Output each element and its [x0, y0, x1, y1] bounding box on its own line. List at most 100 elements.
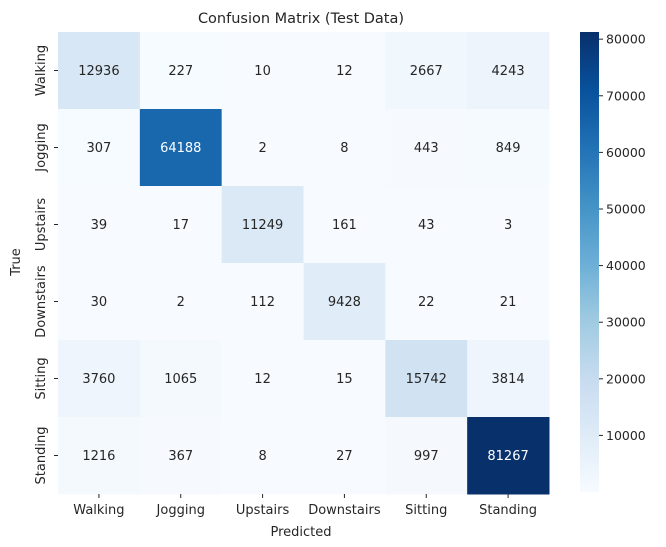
x-tick-label: Upstairs	[236, 503, 290, 518]
heatmap-cell	[58, 109, 141, 187]
cell-value-label: 227	[168, 64, 193, 79]
heatmap-cell	[58, 340, 141, 418]
cell-value-label: 15	[336, 372, 353, 387]
cell-value-label: 12936	[78, 64, 119, 79]
y-tick-label: Standing	[34, 427, 49, 485]
cell-value-label: 2	[258, 141, 266, 156]
cell-value-label: 161	[332, 218, 357, 233]
heatmap-cell	[303, 32, 386, 110]
cell-value-label: 2667	[410, 64, 443, 79]
heatmap-cell	[139, 186, 223, 264]
heatmap-cell	[467, 109, 550, 187]
colorbar-tick-label: 20000	[606, 371, 646, 386]
heatmap-cell	[385, 417, 468, 495]
x-axis: Walking Jogging Upstairs Downstairs Sitting S…	[73, 494, 537, 518]
y-tick-label: Sitting	[34, 357, 49, 399]
heatmap-cell	[303, 263, 386, 341]
heatmap-cell	[303, 109, 386, 187]
cell-value-label: 849	[496, 141, 521, 156]
cell-value-label: 21	[500, 295, 517, 310]
cell-value-label: 2	[177, 295, 185, 310]
heatmap-cell	[221, 263, 304, 341]
cell-value-label: 39	[91, 218, 108, 233]
heatmap-cells	[58, 32, 550, 495]
cell-value-label: 27	[336, 449, 353, 464]
x-tick-label: Downstairs	[308, 503, 381, 518]
heatmap-cell	[139, 417, 223, 495]
x-tick-label: Jogging	[156, 503, 205, 518]
x-axis-label: Predicted	[270, 525, 331, 540]
cell-value-label: 3	[504, 218, 512, 233]
colorbar-tick-label: 80000	[606, 32, 646, 47]
heatmap-cell	[139, 340, 223, 418]
cell-value-label: 112	[250, 295, 275, 310]
y-tick-label: Jogging	[34, 123, 49, 172]
colorbar-tick-label: 60000	[606, 145, 646, 160]
heatmap-cell	[58, 417, 141, 495]
cell-value-label: 8	[258, 449, 266, 464]
cell-value-label: 64188	[160, 141, 201, 156]
heatmap-cell	[303, 417, 386, 495]
heatmap-cell	[467, 32, 550, 110]
heatmap-cell	[221, 32, 304, 110]
cell-value-label: 12	[336, 64, 353, 79]
cell-value-label: 9428	[328, 295, 361, 310]
cell-value-label: 1065	[164, 372, 197, 387]
cell-value-label: 30	[91, 295, 108, 310]
cell-value-label: 443	[414, 141, 439, 156]
heatmap-cell	[385, 263, 468, 341]
heatmap-cell	[467, 263, 550, 341]
cell-value-label: 3814	[492, 372, 525, 387]
x-tick-label: Standing	[479, 503, 537, 518]
cell-value-label: 367	[168, 449, 193, 464]
cell-value-label: 15742	[406, 372, 447, 387]
colorbar-tick-label: 40000	[606, 258, 646, 273]
heatmap-cell	[467, 340, 550, 418]
cell-value-label: 10	[254, 64, 271, 79]
heatmap-cell	[139, 109, 223, 187]
heatmap-cell	[139, 32, 223, 110]
y-tick-label: Upstairs	[34, 198, 49, 252]
cell-value-label: 81267	[487, 449, 528, 464]
x-tick-label: Sitting	[405, 503, 447, 518]
cell-value-label: 12	[254, 372, 271, 387]
heatmap-cell	[385, 340, 468, 418]
y-axis: Walking Jogging Upstairs Downstairs Sitting S…	[34, 45, 58, 485]
colorbar-tick-label: 10000	[606, 428, 646, 443]
heatmap-cell	[221, 417, 304, 495]
heatmap-cell	[303, 340, 386, 418]
heatmap-cell	[303, 186, 386, 264]
heatmap-cell	[467, 186, 550, 264]
y-tick-label: Walking	[34, 45, 49, 96]
colorbar-tick-label: 50000	[606, 201, 646, 216]
colorbar-tick-label: 70000	[606, 88, 646, 103]
cell-value-label: 307	[87, 141, 112, 156]
heatmap-cell	[58, 186, 141, 264]
heatmap-cell	[221, 340, 304, 418]
cell-value-label: 17	[172, 218, 189, 233]
heatmap-cell	[58, 32, 141, 110]
heatmap-cell	[58, 263, 141, 341]
heatmap-cell	[221, 109, 304, 187]
colorbar-tick-label: 30000	[606, 315, 646, 330]
cell-value-label: 22	[418, 295, 435, 310]
heatmap-cell	[139, 263, 223, 341]
cell-value-label: 4243	[492, 64, 525, 79]
heatmap-cell	[385, 32, 468, 110]
heatmap-cell	[467, 417, 550, 495]
heatmap-cell	[221, 186, 304, 264]
cell-value-label: 997	[414, 449, 439, 464]
heatmap-cell	[385, 109, 468, 187]
x-tick-label: Walking	[73, 503, 124, 518]
colorbar: 10000 20000 30000 40000 50000 60000 70000 80000	[580, 32, 646, 492]
cell-value-label: 11249	[242, 218, 283, 233]
cell-value-label: 43	[418, 218, 435, 233]
y-tick-label: Downstairs	[34, 265, 49, 338]
cell-value-label: 1216	[82, 449, 115, 464]
heatmap-cell	[385, 186, 468, 264]
colorbar-gradient	[580, 32, 599, 492]
cell-value-label: 8	[340, 141, 348, 156]
chart-title: Confusion Matrix (Test Data)	[198, 11, 404, 27]
